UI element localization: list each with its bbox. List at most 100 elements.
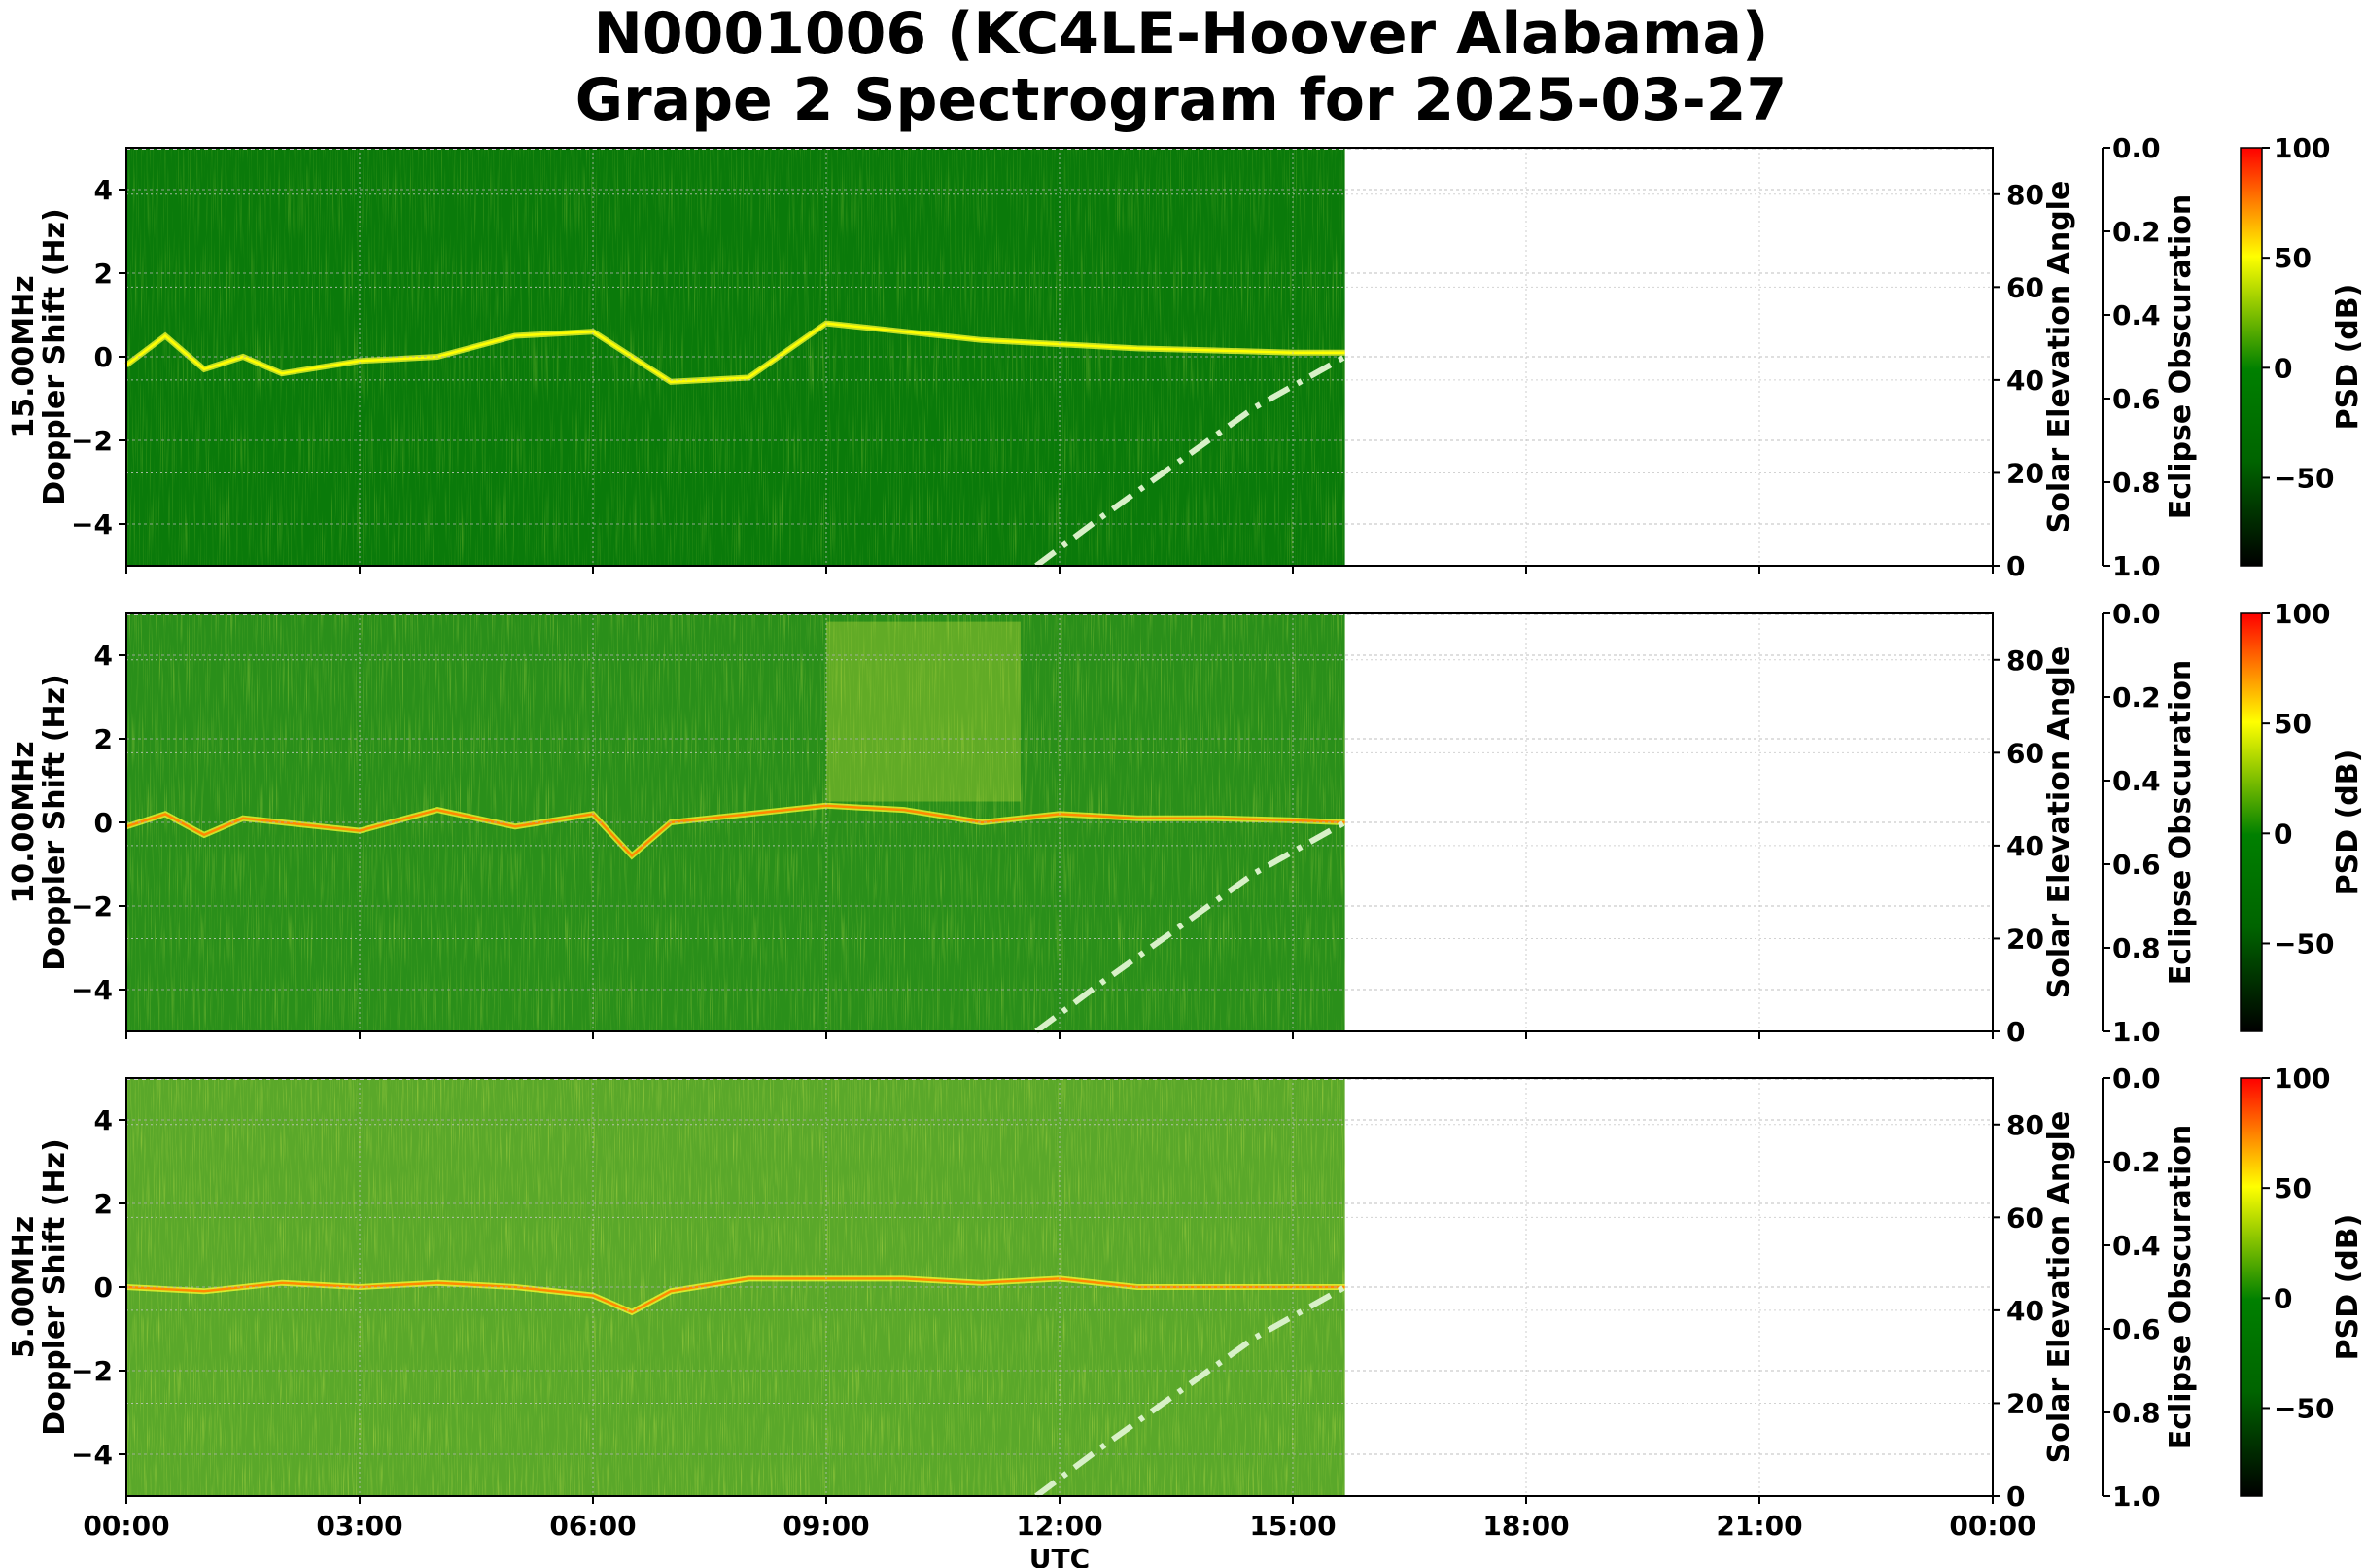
- right-tick-label: 60: [2006, 271, 2044, 303]
- right-tick-label: 0: [2006, 1481, 2025, 1513]
- colorbar-tick-label: 100: [2274, 598, 2330, 630]
- right-tick-label: 60: [2006, 1202, 2044, 1234]
- eclipse-tick-label: 0.4: [2112, 1230, 2161, 1262]
- eclipse-axis-label: Eclipse Obscuration: [2164, 660, 2198, 986]
- y-axis-label: Doppler Shift (Hz): [38, 674, 72, 970]
- eclipse-tick-label: 0.6: [2112, 849, 2161, 881]
- colorbar-tick-label: −50: [2274, 1392, 2334, 1424]
- eclipse-tick-label: 0.2: [2112, 1146, 2161, 1178]
- x-tick-label: 00:00: [83, 1510, 169, 1542]
- colorbar-tick-label: 50: [2274, 708, 2312, 740]
- x-tick-label: 18:00: [1482, 1510, 1569, 1542]
- y-tick-label: 0: [94, 807, 113, 839]
- colorbar: [2240, 612, 2263, 1032]
- y-axis-label: Doppler Shift (Hz): [38, 1138, 72, 1435]
- right-tick-label: 0: [2006, 1016, 2025, 1048]
- colorbar-tick-label: 100: [2274, 1063, 2330, 1095]
- y-tick-label: 2: [94, 258, 113, 290]
- right-tick-label: 20: [2006, 457, 2044, 489]
- eclipse-tick-label: 0.6: [2112, 1313, 2161, 1345]
- eclipse-tick-label: 0.0: [2112, 598, 2161, 630]
- y-tick-label: −4: [71, 1439, 113, 1471]
- colorbar-tick-label: 100: [2274, 132, 2330, 164]
- y-tick-label: −4: [71, 508, 113, 540]
- right-tick-label: 20: [2006, 1387, 2044, 1419]
- eclipse-tick-label: 0.8: [2112, 467, 2161, 499]
- colorbar-tick-label: 50: [2274, 242, 2312, 274]
- x-tick-label: 06:00: [549, 1510, 636, 1542]
- panel-frequency-label: 5.00MHz: [7, 1216, 41, 1358]
- bright-region: [826, 621, 1021, 802]
- eclipse-axis-label: Eclipse Obscuration: [2164, 194, 2198, 520]
- y-tick-label: −4: [71, 974, 113, 1006]
- panel-frequency-label: 10.00MHz: [7, 741, 41, 903]
- y-tick-label: −2: [71, 1355, 113, 1387]
- x-tick-label: 12:00: [1016, 1510, 1102, 1542]
- solar-elevation-curve: [1034, 819, 1347, 1034]
- right-tick-label: 80: [2006, 645, 2044, 677]
- eclipse-tick-label: 0.8: [2112, 932, 2161, 964]
- right-tick-label: 0: [2006, 550, 2025, 582]
- right-tick-label: 40: [2006, 365, 2044, 397]
- y-tick-label: −2: [71, 425, 113, 457]
- doppler-trace: [125, 1277, 1345, 1314]
- right-tick-label: 80: [2006, 1109, 2044, 1141]
- colorbar-tick-label: 0: [2274, 1282, 2292, 1314]
- right-axis-label: Solar Elevation Angle: [2042, 1111, 2076, 1464]
- eclipse-tick-label: 0.2: [2112, 681, 2161, 714]
- colorbar: [2240, 1077, 2263, 1497]
- eclipse-tick-label: 0.4: [2112, 299, 2161, 331]
- x-tick-label: 21:00: [1716, 1510, 1802, 1542]
- colorbar-tick-label: 0: [2274, 352, 2292, 384]
- right-tick-label: 60: [2006, 737, 2044, 769]
- doppler-trace: [125, 804, 1345, 858]
- colorbar-tick-label: 50: [2274, 1172, 2312, 1204]
- y-tick-label: 4: [94, 1104, 113, 1136]
- eclipse-tick-label: 0.2: [2112, 216, 2161, 248]
- eclipse-tick-label: 0.6: [2112, 383, 2161, 415]
- eclipse-tick-label: 0.4: [2112, 765, 2161, 797]
- colorbar-label: PSD (dB): [2331, 1214, 2365, 1361]
- eclipse-tick-label: 1.0: [2112, 1481, 2161, 1513]
- y-tick-label: 0: [94, 341, 113, 373]
- y-axis-label: Doppler Shift (Hz): [38, 208, 72, 505]
- solar-elevation-curve: [1034, 1284, 1347, 1499]
- colorbar: [2240, 147, 2263, 567]
- colorbar-tick-label: −50: [2274, 462, 2334, 494]
- y-tick-label: 4: [94, 640, 113, 672]
- x-tick-label: 00:00: [1949, 1510, 2035, 1542]
- y-tick-label: 0: [94, 1272, 113, 1304]
- right-tick-label: 40: [2006, 1295, 2044, 1327]
- y-tick-label: 4: [94, 174, 113, 206]
- colorbar-label: PSD (dB): [2331, 284, 2365, 431]
- x-tick-label: 09:00: [783, 1510, 869, 1542]
- chart-subtitle: Grape 2 Spectrogram for 2025-03-27: [575, 66, 1787, 134]
- eclipse-tick-label: 1.0: [2112, 550, 2161, 582]
- right-axis-label: Solar Elevation Angle: [2042, 646, 2076, 999]
- solar-elevation-curve: [1034, 354, 1347, 569]
- right-tick-label: 40: [2006, 830, 2044, 862]
- eclipse-tick-label: 0.0: [2112, 132, 2161, 164]
- colorbar-label: PSD (dB): [2331, 749, 2365, 896]
- y-tick-label: −2: [71, 890, 113, 923]
- eclipse-tick-label: 0.8: [2112, 1397, 2161, 1429]
- eclipse-axis-label: Eclipse Obscuration: [2164, 1125, 2198, 1450]
- y-tick-label: 2: [94, 723, 113, 755]
- right-axis-label: Solar Elevation Angle: [2042, 181, 2076, 534]
- x-tick-label: 03:00: [316, 1510, 402, 1542]
- chart-title: N0001006 (KC4LE-Hoover Alabama): [594, 0, 1769, 68]
- eclipse-tick-label: 1.0: [2112, 1016, 2161, 1048]
- y-tick-label: 2: [94, 1188, 113, 1220]
- eclipse-tick-label: 0.0: [2112, 1063, 2161, 1095]
- colorbar-tick-label: −50: [2274, 927, 2334, 959]
- panel-frequency-label: 15.00MHz: [7, 275, 41, 437]
- colorbar-tick-label: 0: [2274, 818, 2292, 850]
- right-tick-label: 80: [2006, 179, 2044, 211]
- x-axis-label: UTC: [1029, 1543, 1090, 1568]
- x-tick-label: 15:00: [1249, 1510, 1336, 1542]
